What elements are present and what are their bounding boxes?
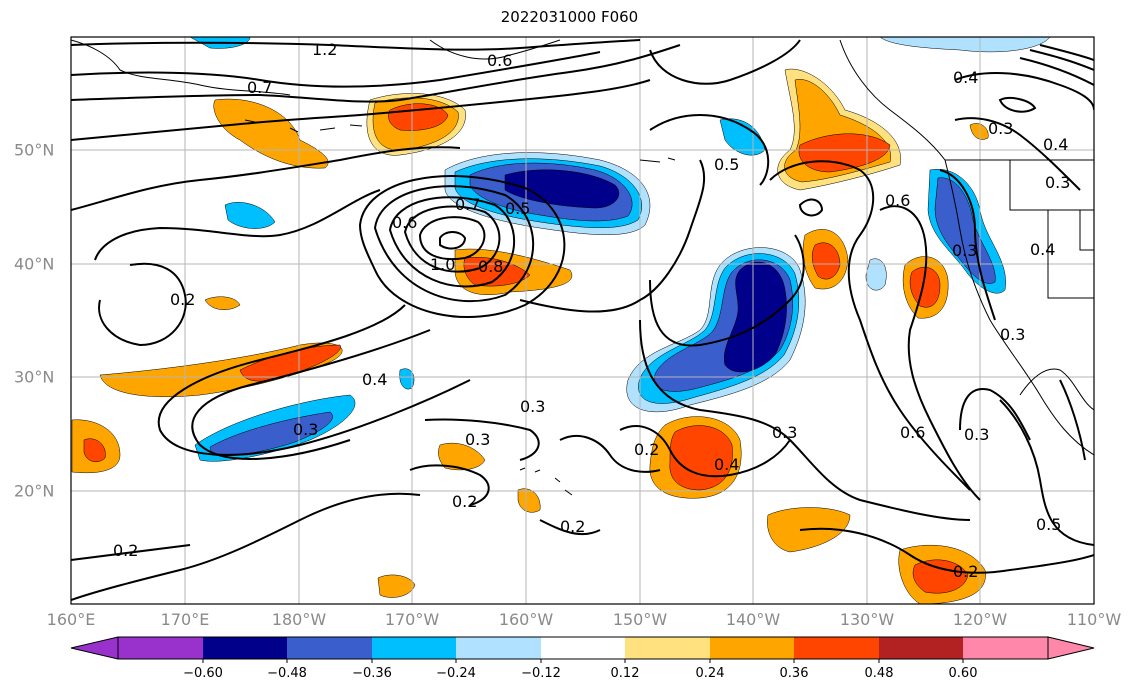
colorbar-swatch	[118, 637, 203, 659]
colorbar-swatch	[879, 637, 963, 659]
lon-label: 150°W	[612, 610, 668, 629]
lon-label: 170°W	[384, 610, 440, 629]
contour-label: 0.2	[452, 492, 477, 511]
colorbar-tick-label: −0.12	[521, 666, 561, 681]
contour-label: 0.8	[478, 257, 503, 276]
contour-label: 0.4	[953, 68, 978, 87]
contour-label: 0.2	[170, 290, 195, 309]
colorbar-tick-label: −0.60	[183, 666, 223, 681]
lon-label: 120°W	[952, 610, 1008, 629]
contour-label: 0.4	[362, 370, 387, 389]
contour-label: 0.3	[465, 430, 490, 449]
colorbar-tick-label: 0.36	[779, 666, 809, 681]
lat-label: 50°N	[14, 140, 55, 160]
contour-label: 0.4	[1030, 240, 1055, 259]
contour-labels: 1.2 0.6 0.7 0.4 0.3 0.4 0.5 0.6 0.7 0.5 …	[113, 40, 1070, 581]
contour-label: 0.7	[455, 195, 480, 214]
lon-label: 170°E	[160, 610, 210, 629]
lat-label: 40°N	[14, 254, 55, 274]
contour-label: 0.2	[953, 562, 978, 581]
contour-label: 1.2	[312, 40, 337, 59]
contour-label: 0.3	[772, 423, 797, 442]
contour-label: 0.2	[560, 517, 585, 536]
map-frame	[70, 36, 1095, 605]
contour-label: 0.5	[505, 199, 530, 218]
lon-label: 160°E	[46, 610, 96, 629]
contour-label: 0.6	[487, 51, 512, 70]
lat-label: 30°N	[14, 367, 55, 387]
colorbar-tick-label: 0.24	[695, 666, 725, 681]
lon-label: 180°W	[271, 610, 327, 629]
contour-label: 0.3	[293, 420, 318, 439]
colorbar-tick-label: 0.12	[610, 666, 640, 681]
colorbar-swatch	[372, 637, 456, 659]
colorbar-swatch	[456, 637, 541, 659]
contour-label: 0.3	[988, 119, 1013, 138]
colorbar-swatch	[541, 637, 625, 659]
contour-label: 0.3	[964, 425, 989, 444]
colorbar-upper-extend	[1047, 636, 1095, 660]
colorbar-tick-label: −0.36	[352, 666, 392, 681]
lon-label: 130°W	[839, 610, 895, 629]
contour-label: 0.5	[1036, 515, 1061, 534]
contour-lines	[71, 39, 1094, 601]
colorbar-swatch	[710, 637, 794, 659]
pos-anomaly-blob	[213, 98, 329, 169]
lon-label: 110°W	[1066, 610, 1122, 629]
map-title: 2022031000 F060	[500, 8, 639, 26]
colorbar-swatch	[287, 637, 372, 659]
contour-label: 0.6	[900, 423, 925, 442]
contour-label: 0.3	[520, 397, 545, 416]
lon-label: 140°W	[725, 610, 781, 629]
coastlines	[71, 39, 1094, 496]
lon-label: 160°W	[498, 610, 554, 629]
colorbar-lower-extend	[70, 636, 119, 660]
colorbar-tick-label: −0.48	[267, 666, 307, 681]
contour-label: 1.0	[430, 255, 455, 274]
colorbar-tick-label: −0.24	[436, 666, 476, 681]
contour-label: 0.4	[714, 455, 739, 474]
contour-label: 0.6	[885, 191, 910, 210]
colorbar	[70, 636, 1095, 663]
contour-label: 0.5	[714, 155, 739, 174]
colorbar-swatch	[625, 637, 710, 659]
contour-label: 0.3	[1000, 325, 1025, 344]
contour-label: 0.4	[1043, 135, 1068, 154]
colorbar-tick-label: 0.48	[864, 666, 894, 681]
contour-label: 0.6	[392, 213, 417, 232]
colorbar-tick-label: 0.60	[948, 666, 978, 681]
contour-label: 0.3	[952, 241, 977, 260]
colorbar-swatch	[203, 637, 287, 659]
lat-label: 20°N	[14, 481, 55, 501]
colorbar-swatch	[794, 637, 879, 659]
contour-label: 0.2	[634, 440, 659, 459]
shading-layer	[71, 37, 1051, 604]
contour-label: 0.7	[247, 78, 272, 97]
contour-label: 0.3	[1045, 173, 1070, 192]
colorbar-swatch	[963, 637, 1048, 659]
contour-label: 0.2	[113, 541, 138, 560]
gridlines	[71, 37, 1094, 604]
